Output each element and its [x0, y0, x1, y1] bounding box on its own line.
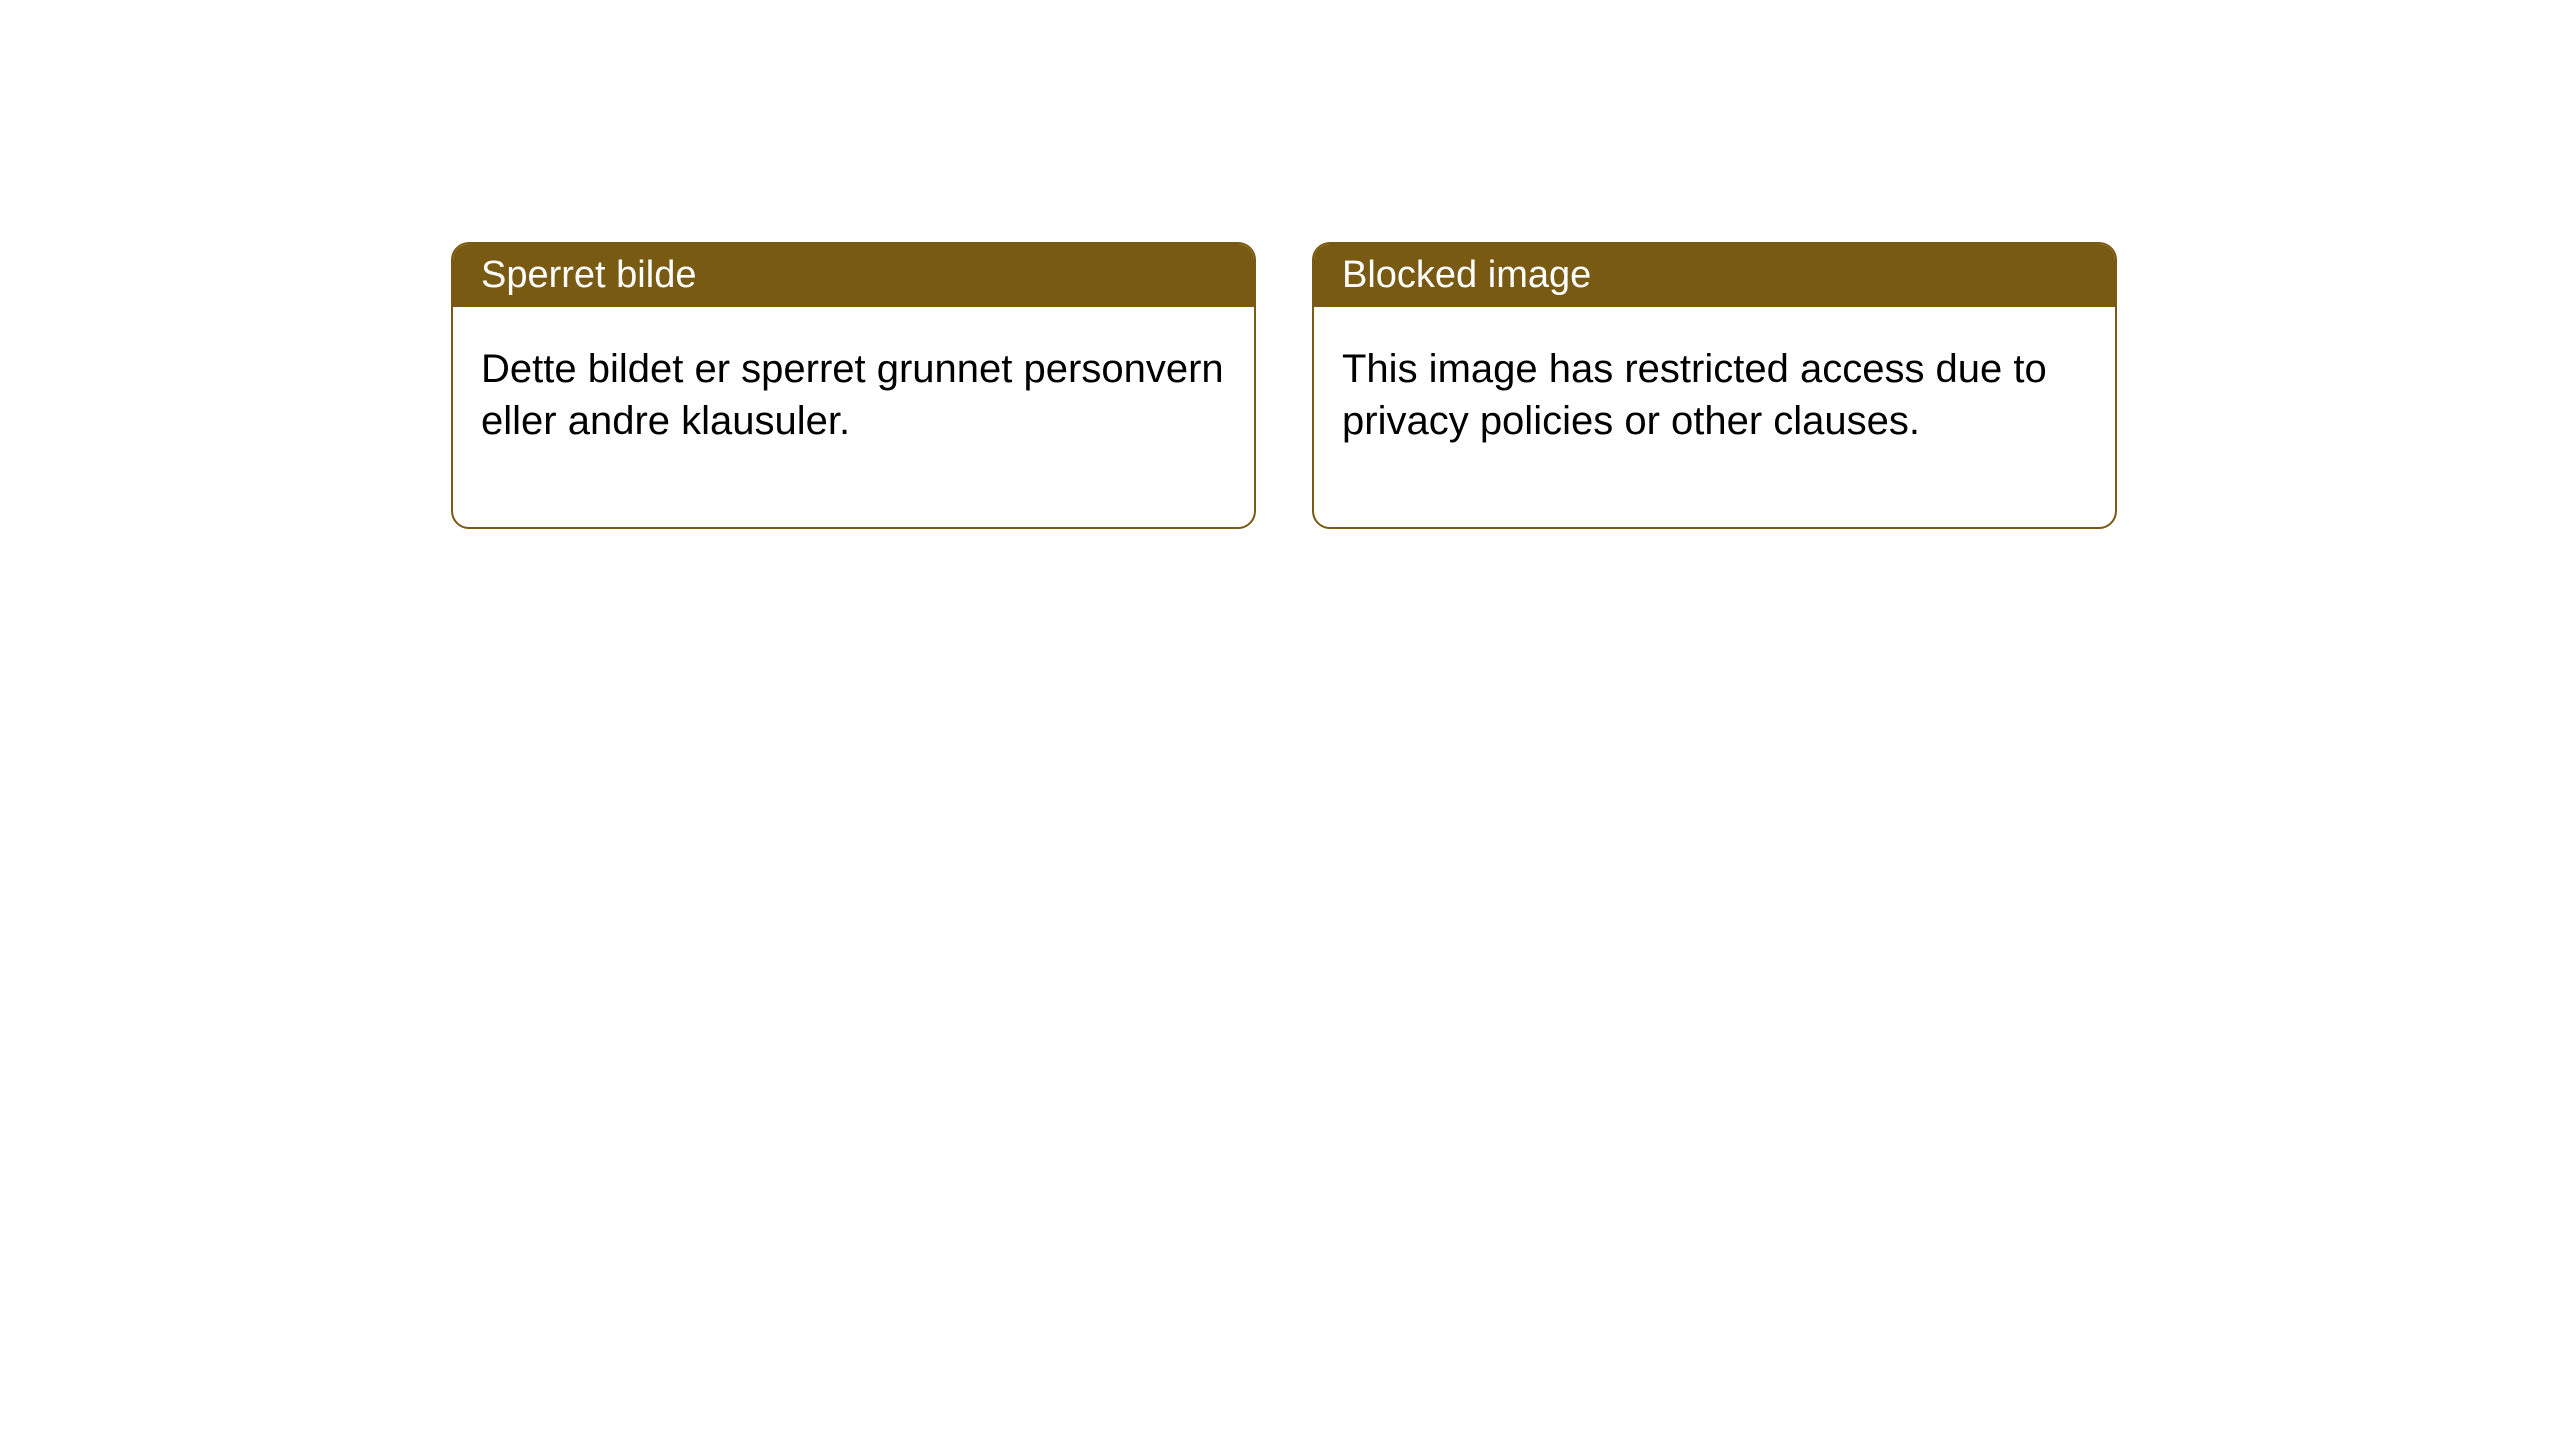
notice-body: Dette bildet er sperret grunnet personve…: [453, 307, 1254, 527]
notice-card-english: Blocked image This image has restricted …: [1312, 242, 2117, 529]
notice-body: This image has restricted access due to …: [1314, 307, 2115, 527]
notice-message: This image has restricted access due to …: [1342, 343, 2087, 447]
notice-card-norwegian: Sperret bilde Dette bildet er sperret gr…: [451, 242, 1256, 529]
notice-container: Sperret bilde Dette bildet er sperret gr…: [0, 0, 2560, 529]
notice-title: Blocked image: [1342, 254, 1591, 296]
notice-header: Sperret bilde: [453, 244, 1254, 307]
notice-header: Blocked image: [1314, 244, 2115, 307]
notice-message: Dette bildet er sperret grunnet personve…: [481, 343, 1226, 447]
notice-title: Sperret bilde: [481, 254, 696, 296]
